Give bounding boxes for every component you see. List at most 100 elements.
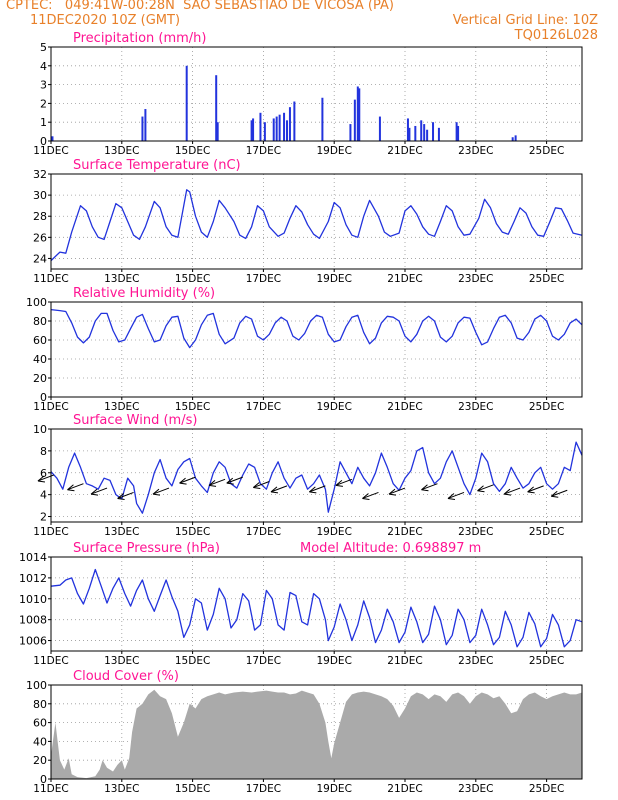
cloud-cover-ytick-label: 80 xyxy=(33,698,47,711)
precipitation-ytick-label: 3 xyxy=(40,79,47,92)
surface-wind-vector xyxy=(179,476,196,484)
surface-temperature-ytick-label: 28 xyxy=(33,210,47,223)
surface-wind-xtick-label: 25DEC xyxy=(529,526,564,538)
surface-wind-xtick-label: 21DEC xyxy=(387,526,422,538)
surface-pressure-xtick-label: 19DEC xyxy=(316,655,351,667)
surface-temperature-title: Surface Temperature (nC) xyxy=(73,158,241,173)
precipitation-bar xyxy=(432,122,435,141)
surface-temperature-ytick-label: 30 xyxy=(33,189,47,202)
surface-pressure-ytick-label: 1008 xyxy=(19,614,47,627)
precipitation-bar xyxy=(457,125,460,141)
relative-humidity-title: Relative Humidity (%) xyxy=(73,286,215,301)
cloud-cover-ytick-label: 40 xyxy=(33,735,47,748)
surface-wind-vector-head xyxy=(208,479,217,487)
surface-pressure-title: Surface Pressure (hPa) xyxy=(73,541,220,556)
precipitation-bar xyxy=(353,99,356,141)
precipitation-ytick-label: 2 xyxy=(40,97,47,110)
surface-wind-xtick-label: 11DEC xyxy=(33,526,68,538)
surface-wind-vector-head xyxy=(503,488,512,496)
surface-wind-vector-head xyxy=(252,482,261,490)
surface-wind-ytick-label: 2 xyxy=(40,511,47,524)
surface-pressure-ytick-label: 1014 xyxy=(19,551,47,564)
surface-wind-ytick-label: 10 xyxy=(33,423,47,436)
cloud-cover-xtick-label: 11DEC xyxy=(33,783,68,795)
precipitation-bar xyxy=(144,109,147,141)
surface-wind-xtick-label: 17DEC xyxy=(246,526,281,538)
precipitation-bar xyxy=(51,136,54,141)
surface-wind-vector-head xyxy=(309,486,317,494)
precipitation-bar xyxy=(321,97,324,141)
precipitation-bar xyxy=(185,65,188,141)
surface-wind-vector xyxy=(270,485,288,493)
precipitation-ytick-label: 0 xyxy=(40,135,47,148)
surface-pressure-line xyxy=(50,568,583,648)
surface-wind-vector xyxy=(226,476,243,484)
surface-wind-vector-head xyxy=(362,493,370,500)
surface-wind-vector xyxy=(447,491,465,499)
relative-humidity-ytick-label: 20 xyxy=(33,372,47,385)
surface-wind-vector xyxy=(90,487,108,495)
surface-wind-vector xyxy=(152,487,170,495)
surface-pressure-xtick-label: 15DEC xyxy=(175,655,210,667)
precipitation-ytick-label: 4 xyxy=(40,60,47,73)
relative-humidity-xtick-label: 19DEC xyxy=(316,401,351,413)
surface-pressure-xtick-label: 23DEC xyxy=(458,655,493,667)
surface-temperature-xtick-label: 11DEC xyxy=(33,273,68,285)
precipitation-bar xyxy=(455,122,458,141)
surface-wind-ytick-label: 6 xyxy=(40,467,47,480)
relative-humidity-ytick-label: 60 xyxy=(33,334,47,347)
surface-wind-vector-head xyxy=(421,484,429,492)
precipitation-bar xyxy=(259,112,262,141)
surface-temperature-line xyxy=(50,189,583,262)
precipitation-bar xyxy=(275,116,278,141)
surface-wind-xtick-label: 13DEC xyxy=(104,526,139,538)
relative-humidity-ytick-label: 40 xyxy=(33,353,47,366)
surface-wind-vector-head xyxy=(37,475,46,483)
surface-wind-ytick-label: 8 xyxy=(40,445,47,458)
precipitation-bar xyxy=(426,129,429,141)
precipitation-xtick-label: 17DEC xyxy=(246,145,281,157)
header-station: CPTEC: 049:41W-00:28N SAO SEBASTIAO DE V… xyxy=(6,0,394,13)
precipitation-bar xyxy=(358,88,361,141)
precipitation-bar xyxy=(286,120,288,141)
precipitation-bar xyxy=(263,122,266,141)
surface-wind-vector xyxy=(527,485,544,493)
surface-pressure-ytick-label: 1006 xyxy=(19,635,47,648)
relative-humidity-xtick-label: 11DEC xyxy=(33,401,68,413)
surface-wind-vector xyxy=(503,487,521,495)
precipitation-xtick-label: 15DEC xyxy=(175,145,210,157)
relative-humidity-xtick-label: 13DEC xyxy=(104,401,139,413)
surface-wind-vector xyxy=(253,481,270,488)
precipitation-bar xyxy=(293,101,296,141)
precipitation-bar xyxy=(250,120,253,141)
cloud-cover-frame xyxy=(50,684,583,780)
precipitation-bar xyxy=(406,118,409,141)
surface-pressure-xtick-label: 21DEC xyxy=(387,655,422,667)
cloud-cover-xtick-label: 25DEC xyxy=(529,783,564,795)
precipitation-bar xyxy=(420,120,423,141)
precipitation-bar xyxy=(378,116,381,141)
surface-temperature-xtick-label: 17DEC xyxy=(246,273,281,285)
surface-temperature-ytick-label: 26 xyxy=(33,231,47,244)
surface-temperature-xtick-label: 21DEC xyxy=(387,273,422,285)
surface-wind-vector xyxy=(388,487,406,495)
surface-wind-vector-head xyxy=(335,479,343,487)
surface-pressure-xtick-label: 13DEC xyxy=(104,655,139,667)
relative-humidity-ytick-label: 80 xyxy=(33,315,47,328)
surface-pressure-ytick-label: 1012 xyxy=(19,572,47,585)
relative-humidity-ytick-label: 0 xyxy=(40,391,47,404)
surface-wind-vector-head xyxy=(117,493,125,500)
cloud-cover-xtick-label: 17DEC xyxy=(246,783,281,795)
relative-humidity-xtick-label: 25DEC xyxy=(529,401,564,413)
cloud-cover-xtick-label: 15DEC xyxy=(175,783,210,795)
relative-humidity-xtick-label: 15DEC xyxy=(175,401,210,413)
surface-wind-vector xyxy=(362,491,379,499)
surface-wind-xtick-label: 15DEC xyxy=(175,526,210,538)
surface-wind-vector-head xyxy=(67,484,75,492)
surface-wind-vector xyxy=(208,478,226,486)
surface-wind-vector-head xyxy=(90,488,99,496)
surface-wind-vector-head xyxy=(550,490,559,498)
surface-pressure-xtick-label: 11DEC xyxy=(33,655,68,667)
precipitation-bar xyxy=(514,135,517,141)
